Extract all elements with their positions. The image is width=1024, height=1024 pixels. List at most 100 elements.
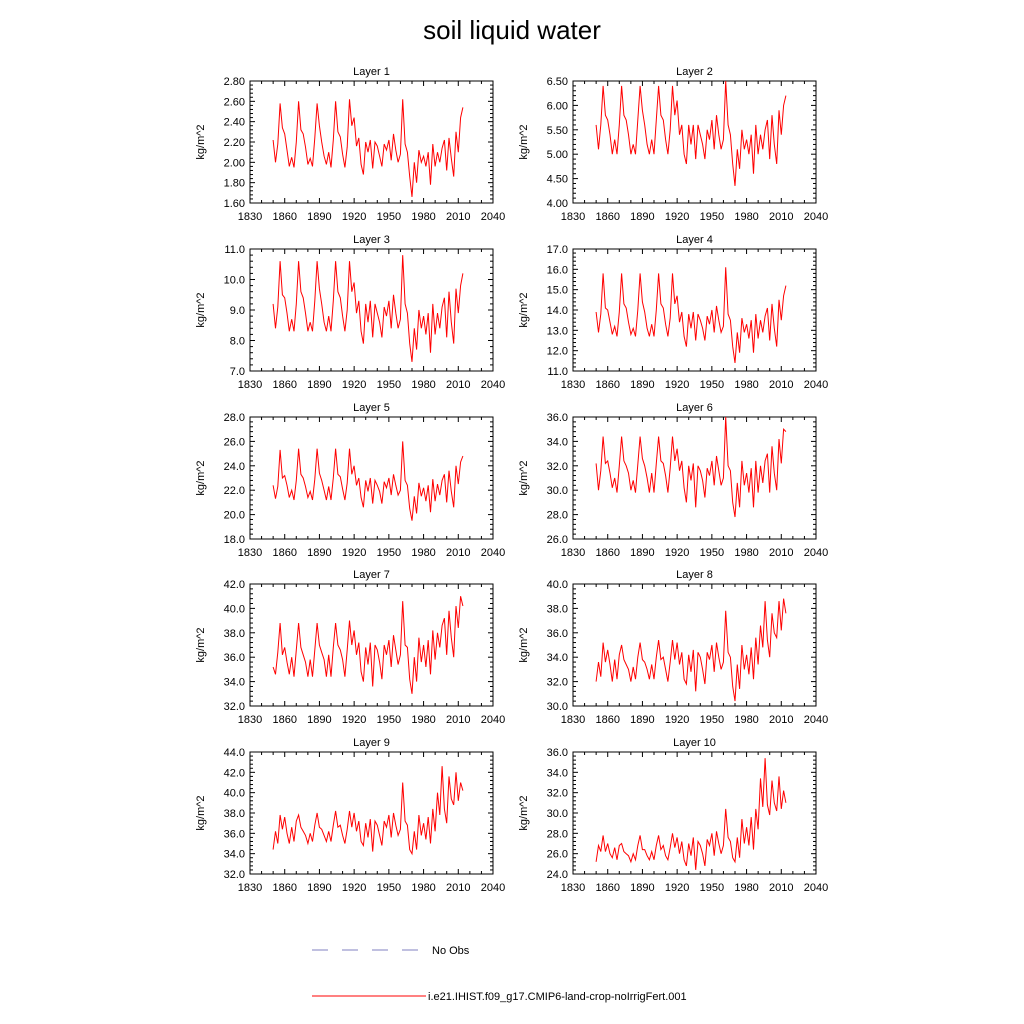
y-tick-label: 14.0: [547, 305, 568, 317]
x-tick-label: 1980: [411, 714, 435, 726]
x-tick-label: 1860: [595, 379, 619, 391]
y-tick-label: 11.0: [224, 244, 245, 256]
series-line: [595, 80, 787, 186]
legend-label-no-obs: No Obs: [432, 945, 470, 957]
x-tick-label: 1980: [734, 379, 758, 391]
y-tick-label: 34.0: [224, 849, 245, 861]
series-line: [595, 416, 787, 518]
chart-panel-9: Layer 9 kg/m^2 1830 1860 1890 1920 1950 1980 201…: [195, 737, 505, 894]
y-tick-label: 42.0: [224, 767, 245, 779]
y-tick-label: 30.0: [547, 808, 568, 820]
x-tick-label: 1980: [734, 211, 758, 223]
y-tick-label: 34.0: [547, 652, 568, 664]
x-tick-label: 1830: [561, 882, 585, 894]
x-tick-label: 2010: [769, 547, 793, 559]
y-tick-label: 12.0: [547, 346, 568, 358]
series-line: [595, 758, 787, 870]
y-tick-label: 17.0: [547, 244, 568, 256]
x-tick-label: 1950: [377, 714, 401, 726]
y-tick-label: 34.0: [547, 436, 568, 448]
panel-title: Layer 5: [353, 402, 390, 414]
series-line: [272, 441, 464, 521]
y-tick-label: 15.0: [547, 285, 568, 297]
x-tick-label: 1950: [700, 379, 724, 391]
y-axis-label: kg/m^2: [518, 627, 530, 662]
y-tick-label: 28.0: [547, 828, 568, 840]
plot-frame: [572, 416, 817, 540]
x-tick-label: 1980: [411, 547, 435, 559]
series-line: [272, 766, 464, 856]
x-tick-label: 1920: [342, 882, 366, 894]
x-tick-label: 1980: [734, 547, 758, 559]
x-tick-label: 1890: [630, 211, 654, 223]
y-tick-label: 2.00: [224, 157, 245, 169]
y-axis-label: kg/m^2: [518, 460, 530, 495]
x-tick-label: 1830: [238, 882, 262, 894]
y-tick-label: 1.80: [224, 178, 245, 190]
series-line: [595, 267, 787, 363]
y-tick-label: 32.0: [547, 677, 568, 689]
y-axis-label: kg/m^2: [195, 460, 207, 495]
x-tick-label: 1860: [595, 714, 619, 726]
y-tick-label: 24.0: [224, 461, 245, 473]
plot-frame: [572, 80, 817, 204]
y-tick-label: 1.60: [224, 198, 245, 210]
y-tick-label: 7.0: [230, 366, 245, 378]
y-tick-label: 2.40: [224, 117, 245, 129]
x-tick-label: 1830: [238, 714, 262, 726]
plot-frame: [249, 416, 494, 540]
y-tick-label: 26.0: [547, 534, 568, 546]
x-tick-label: 1860: [272, 714, 296, 726]
plot-frame: [572, 248, 817, 372]
x-tick-label: 2010: [446, 547, 470, 559]
y-tick-label: 2.80: [224, 76, 245, 88]
y-tick-label: 42.0: [224, 579, 245, 591]
y-tick-label: 36.0: [547, 747, 568, 759]
chart-panel-6: Layer 6 kg/m^2 1830 1860 1890 1920 1950 1980 201…: [518, 402, 828, 559]
x-tick-label: 2010: [769, 379, 793, 391]
y-tick-label: 30.0: [547, 701, 568, 713]
legend-label-model: i.e21.IHIST.f09_g17.CMIP6-land-crop-noIr…: [428, 991, 687, 1003]
chart-panel-1: Layer 1 kg/m^2 1830 1860 1890 1920 1950 1980 201…: [195, 66, 505, 223]
series-line: [595, 598, 787, 702]
x-tick-label: 2040: [804, 714, 828, 726]
x-tick-label: 1860: [595, 547, 619, 559]
panel-title: Layer 7: [353, 569, 390, 581]
x-tick-label: 1980: [411, 211, 435, 223]
x-tick-label: 2010: [769, 714, 793, 726]
x-tick-label: 1980: [734, 882, 758, 894]
y-tick-label: 5.00: [547, 149, 568, 161]
y-tick-label: 8.0: [230, 336, 245, 348]
y-tick-label: 2.20: [224, 137, 245, 149]
y-tick-label: 11.0: [547, 366, 568, 378]
y-tick-label: 40.0: [547, 579, 568, 591]
y-tick-label: 22.0: [224, 485, 245, 497]
x-tick-label: 2010: [446, 714, 470, 726]
x-tick-label: 2040: [481, 211, 505, 223]
x-tick-label: 1920: [342, 379, 366, 391]
x-tick-label: 1920: [665, 882, 689, 894]
x-tick-label: 2040: [481, 714, 505, 726]
legend: No Obs i.e21.IHIST.f09_g17.CMIP6-land-cr…: [312, 945, 687, 1003]
panel-title: Layer 8: [676, 569, 713, 581]
y-tick-label: 38.0: [547, 603, 568, 615]
y-tick-label: 40.0: [224, 788, 245, 800]
panel-title: Layer 9: [353, 737, 390, 749]
y-tick-label: 2.60: [224, 96, 245, 108]
x-tick-label: 1830: [238, 379, 262, 391]
y-tick-label: 36.0: [224, 652, 245, 664]
x-tick-label: 1830: [561, 547, 585, 559]
panel-title: Layer 6: [676, 402, 713, 414]
y-tick-label: 34.0: [547, 767, 568, 779]
x-tick-label: 1950: [377, 547, 401, 559]
y-tick-label: 13.0: [547, 325, 568, 337]
x-tick-label: 1920: [342, 714, 366, 726]
y-axis-label: kg/m^2: [518, 292, 530, 327]
y-tick-label: 4.00: [547, 198, 568, 210]
y-tick-label: 26.0: [547, 849, 568, 861]
x-tick-label: 1950: [377, 379, 401, 391]
chart-panel-2: Layer 2 kg/m^2 1830 1860 1890 1920 1950 1980 201…: [518, 66, 828, 223]
y-tick-label: 34.0: [224, 677, 245, 689]
chart-panel-3: Layer 3 kg/m^2 1830 1860 1890 1920 1950 1980 201…: [195, 234, 505, 391]
